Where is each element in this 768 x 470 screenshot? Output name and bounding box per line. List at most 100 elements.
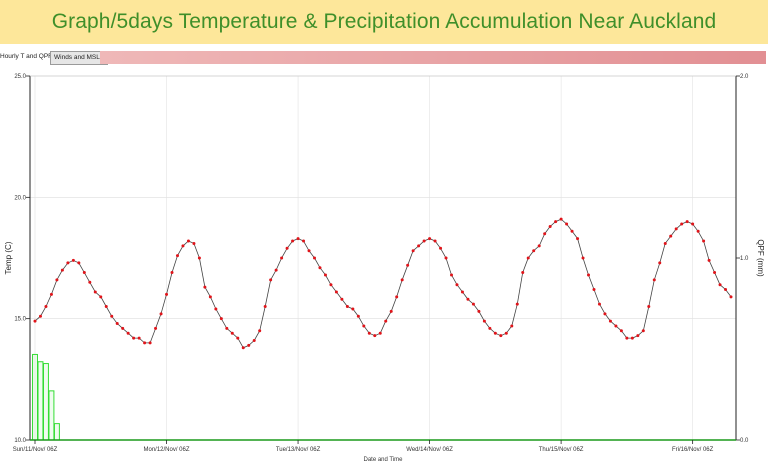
x-tick-label: Mon/12/Nov/ 06Z [144,447,190,453]
temperature-line [34,218,732,349]
temperature-point [143,341,147,345]
temperature-point [159,312,163,316]
qpf-bar [42,363,49,441]
temperature-point [44,305,48,309]
temperature-point [93,290,97,294]
temperature-point [241,346,245,350]
temperature-point [214,307,218,311]
temperature-point [66,261,70,265]
temperature-point [641,329,645,333]
temperature-point [148,341,152,345]
temperature-point [384,319,388,323]
x-tick-label: Fri/16/Nov/ 06Z [672,447,714,453]
temperature-point [247,343,251,347]
temperature-point [647,305,651,309]
temperature-point [280,256,284,260]
temperature-point [691,222,695,226]
temperature-point [252,339,256,343]
temperature-point [702,239,706,243]
temperature-point [597,302,601,306]
temperature-point [88,280,92,284]
temperature-point [439,246,443,250]
x-tick-label: Wed/14/Nov/ 06Z [406,447,453,453]
y-tick-label: 25.0 [14,74,26,80]
temperature-point [55,278,59,282]
temperature-point [225,326,229,330]
x-axis-title: Date and Time [363,457,403,463]
chart-tab-bar: Hourly T and QPF Winds and MSLP [0,51,768,65]
temperature-point [685,220,689,224]
qpf-bar [48,390,55,441]
temperature-point [154,326,158,330]
qpf-bars [32,353,60,441]
temperature-point [104,305,108,309]
y2-tick-label: 0.0 [740,438,749,444]
temperature-point [411,249,415,253]
temperature-point [707,258,711,262]
temperature-point [230,331,234,335]
temperature-point [477,309,481,313]
temperature-point [680,222,684,226]
temperature-point [696,229,700,233]
x-tick-labels: Sun/11/Nov/ 06Z Mon/12/Nov/ 06Z Tue/13/Nov… [13,440,714,453]
page-banner: Graph/5days Temperature & Precipitation … [0,0,768,44]
temperature-point [186,239,190,243]
tab-hourly-t-and-qpf[interactable]: Hourly T and QPF [0,53,53,60]
temperature-point [406,263,410,267]
temperature-point [33,319,37,323]
temperature-point [77,261,81,265]
page-title: Graph/5days Temperature & Precipitation … [51,10,717,33]
temperature-point [181,244,185,248]
y2-tick-label: 1.0 [740,256,749,262]
temperature-point [132,336,136,340]
temperature-point [236,336,240,340]
left-tick-labels: 25.0 20.0 15.0 10.0 [14,74,30,444]
temperature-point [581,256,585,260]
tab-strip-background [100,51,766,64]
y2-axis-title: QPF (mm) [756,239,765,277]
temperature-point [521,271,525,275]
temperature-point [428,237,432,241]
temperature-point [718,283,722,287]
temperature-point [165,292,169,296]
temperature-point [71,258,75,262]
temperature-point [296,237,300,241]
temperature-point [455,283,459,287]
temperature-point [395,295,399,299]
temperature-point [208,295,212,299]
temperature-point [312,256,316,260]
qpf-bar [37,361,44,441]
temperature-point [669,234,673,238]
temperature-point [729,295,733,299]
temperature-point [99,295,103,299]
temperature-point [334,290,338,294]
temperature-point [526,256,530,260]
temperature-point [548,224,552,228]
temperature-point [482,319,486,323]
temperature-point [373,334,377,338]
y-tick-label: 20.0 [14,195,26,201]
temperature-point [351,307,355,311]
x-tick-label: Thu/15/Nov/ 06Z [539,447,584,453]
temperature-point [619,329,623,333]
temperature-point [450,273,454,277]
right-tick-labels: 2.0 1.0 0.0 [736,74,749,444]
temperature-point [356,314,360,318]
temperature-point [269,278,273,282]
y-axis-title: Temp (C) [4,241,13,274]
temperature-point [559,217,563,221]
x-tick-label: Sun/11/Nov/ 06Z [13,447,58,453]
temperature-point [417,244,421,248]
temperature-point [340,297,344,301]
temperature-point [724,288,728,292]
temperature-point [49,292,53,296]
temperature-point [444,256,448,260]
temperature-point [323,273,327,277]
temperature-point [121,326,125,330]
temperature-point [219,317,223,321]
temperature-point [488,326,492,330]
temperature-point [466,297,470,301]
temperature-point [608,319,612,323]
temperature-point [302,239,306,243]
temperature-point [587,273,591,277]
